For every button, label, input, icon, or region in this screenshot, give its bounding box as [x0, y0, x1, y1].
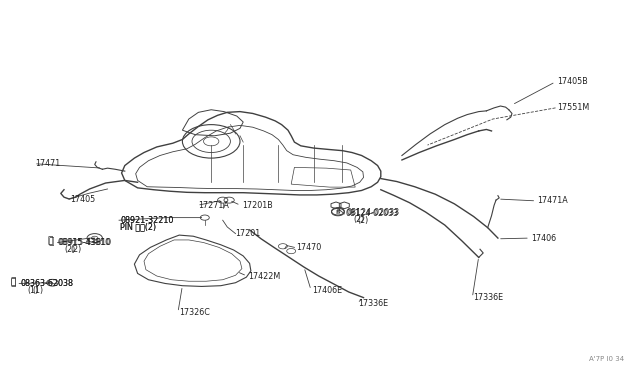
Text: (2): (2): [64, 245, 76, 254]
Text: 17406: 17406: [531, 234, 556, 243]
Text: Ⓢ: Ⓢ: [10, 278, 15, 287]
Text: 08363-62038: 08363-62038: [20, 279, 74, 288]
Text: (1): (1): [32, 286, 43, 295]
Text: 08921-32210: 08921-32210: [120, 216, 173, 225]
Text: Ⓢ: Ⓢ: [10, 278, 15, 286]
Text: 17271A: 17271A: [198, 201, 229, 210]
Text: 17470: 17470: [296, 243, 321, 252]
Text: 17422M: 17422M: [248, 272, 280, 280]
Text: 08915-43810: 08915-43810: [58, 238, 111, 247]
Text: 08915-43810: 08915-43810: [59, 238, 112, 247]
Text: 08363-62038: 08363-62038: [20, 279, 74, 288]
Text: 17405: 17405: [70, 195, 95, 203]
Text: 08124-02033: 08124-02033: [346, 209, 399, 218]
Text: (2): (2): [357, 216, 369, 225]
Text: B: B: [336, 209, 340, 214]
Text: 17471A: 17471A: [538, 196, 568, 205]
Text: 17471: 17471: [35, 159, 60, 168]
Text: A'7P I0 34: A'7P I0 34: [589, 356, 624, 362]
Text: (2): (2): [353, 215, 365, 224]
Text: 08921-32210: 08921-32210: [120, 216, 173, 225]
Text: 17201B: 17201B: [242, 201, 273, 210]
Text: 17406E: 17406E: [312, 286, 342, 295]
Text: PIN ピン(2): PIN ピン(2): [120, 222, 156, 231]
Text: 08124-02033: 08124-02033: [347, 208, 400, 217]
Text: 17336E: 17336E: [358, 299, 388, 308]
Text: (1): (1): [27, 286, 38, 295]
Text: 17326C: 17326C: [179, 308, 210, 317]
Text: 17336E: 17336E: [474, 293, 504, 302]
Text: (2): (2): [70, 245, 82, 254]
Text: 17405B: 17405B: [557, 77, 588, 86]
Text: Ⓦ: Ⓦ: [49, 237, 54, 246]
Text: 17551M: 17551M: [557, 103, 589, 112]
Text: Ⓦ: Ⓦ: [47, 237, 52, 246]
Text: 17201: 17201: [236, 229, 260, 238]
Text: B: B: [336, 209, 340, 215]
Text: PIN ピン(2): PIN ピン(2): [120, 222, 156, 231]
